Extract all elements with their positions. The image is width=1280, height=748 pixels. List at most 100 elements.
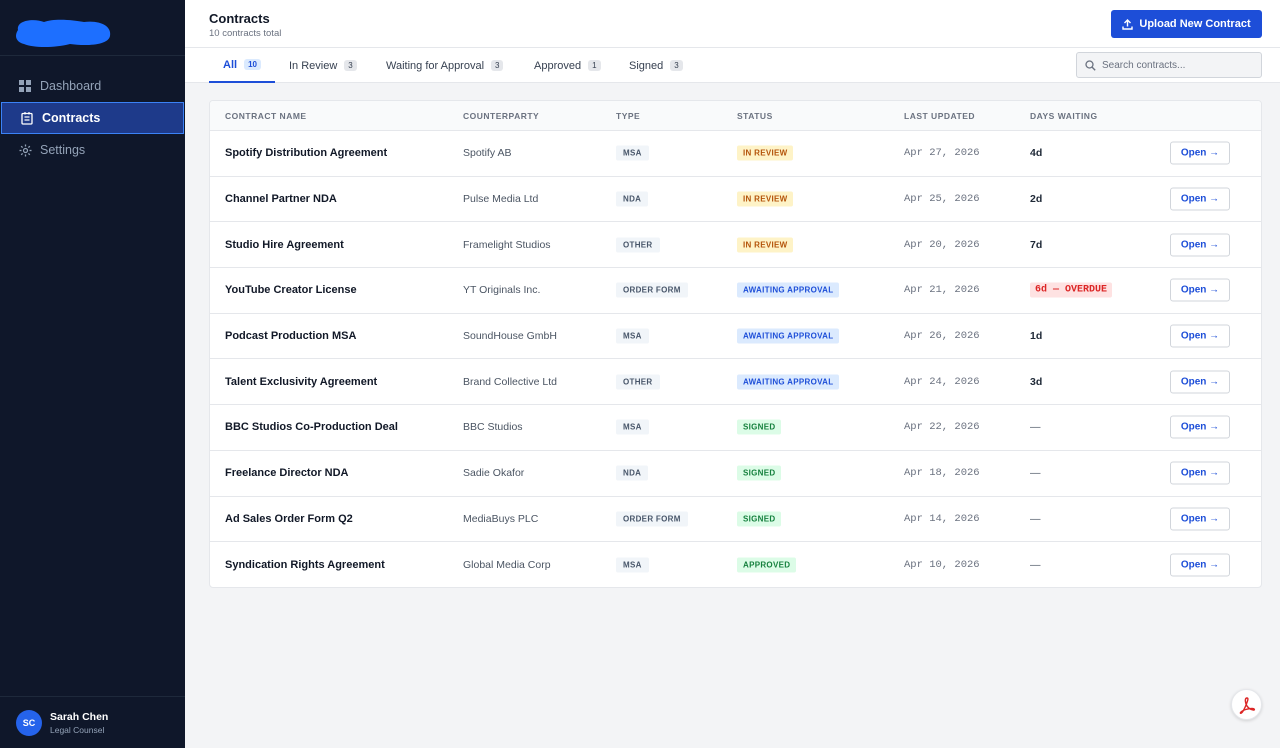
status-badge: SIGNED — [737, 419, 782, 435]
open-button[interactable]: Open → — [1170, 461, 1230, 485]
table-row: Studio Hire Agreement Framelight Studios O… — [210, 222, 1261, 269]
tab-label: Waiting for Approval — [386, 59, 485, 72]
table-row: Syndication Rights Agreement Global Media… — [210, 542, 1261, 587]
status-badge: SIGNED — [737, 465, 782, 481]
sidebar-item-dashboard[interactable]: Dashboard — [0, 70, 185, 102]
open-button[interactable]: Open → — [1170, 415, 1230, 439]
tab-signed[interactable]: Signed 3 — [629, 48, 683, 83]
upload-contract-button[interactable]: Upload New Contract — [1111, 10, 1262, 38]
tab-label: Signed — [629, 59, 664, 72]
type-badge: NDA — [616, 465, 649, 481]
upload-icon — [1122, 18, 1134, 30]
days-waiting: — — [1030, 512, 1041, 525]
logo-redacted — [16, 19, 111, 47]
logo-area — [0, 0, 185, 56]
status-badge: APPROVED — [737, 557, 797, 573]
counterparty: Pulse Media Ltd — [463, 193, 539, 206]
days-waiting: — — [1030, 559, 1041, 572]
avatar: SC — [16, 709, 42, 736]
contract-name: Syndication Rights Agreement — [225, 559, 385, 572]
days-waiting: 7d — [1030, 238, 1043, 251]
search-icon — [1085, 59, 1096, 71]
contract-name: Channel Partner NDA — [225, 193, 337, 206]
upload-button-label: Upload New Contract — [1139, 18, 1251, 30]
type-badge: MSA — [616, 419, 649, 435]
last-updated: Apr 14, 2026 — [904, 512, 980, 525]
type-badge: MSA — [616, 557, 649, 573]
last-updated: Apr 10, 2026 — [904, 559, 980, 572]
counterparty: Sadie Okafor — [463, 467, 525, 480]
table-row: Channel Partner NDA Pulse Media Ltd NDA IN … — [210, 177, 1261, 223]
filter-tabs: All 10 In Review 3 Waiting for Approval … — [185, 48, 1280, 83]
last-updated: Apr 25, 2026 — [904, 193, 980, 206]
counterparty: Spotify AB — [463, 147, 512, 160]
table-row: Spotify Distribution Agreement Spotify AB… — [210, 131, 1261, 177]
type-badge: MSA — [616, 328, 649, 344]
days-waiting: — — [1030, 467, 1041, 480]
tab-in-review[interactable]: In Review 3 — [289, 48, 357, 83]
counterparty: Framelight Studios — [463, 238, 551, 251]
days-waiting: 1d — [1030, 330, 1043, 343]
open-button[interactable]: Open → — [1170, 553, 1230, 577]
last-updated: Apr 18, 2026 — [904, 467, 980, 480]
status-badge: AWAITING APPROVAL — [737, 374, 840, 390]
contract-name: Freelance Director NDA — [225, 467, 349, 480]
column-header: STATUS — [737, 111, 773, 121]
table-row: YouTube Creator License YT Originals Inc.… — [210, 268, 1261, 314]
pdf-icon — [1239, 696, 1255, 714]
tab-count-badge: 3 — [670, 60, 683, 71]
page-subtitle: 10 contracts total — [209, 28, 282, 39]
counterparty: YT Originals Inc. — [463, 284, 541, 297]
status-badge: IN REVIEW — [737, 191, 794, 207]
days-waiting: 6d — OVERDUE — [1030, 282, 1113, 298]
counterparty: MediaBuys PLC — [463, 512, 539, 525]
tab-count-badge: 3 — [491, 60, 504, 71]
last-updated: Apr 22, 2026 — [904, 421, 980, 434]
sidebar-item-contracts[interactable]: Contracts — [1, 102, 184, 134]
search-input[interactable] — [1102, 59, 1252, 71]
column-header: TYPE — [616, 111, 641, 121]
counterparty: SoundHouse GmbH — [463, 330, 557, 343]
days-waiting: 4d — [1030, 147, 1043, 160]
open-button[interactable]: Open → — [1170, 278, 1230, 302]
user-name: Sarah Chen — [50, 710, 109, 723]
table-row: Talent Exclusivity Agreement Brand Collec… — [210, 359, 1261, 406]
status-badge: AWAITING APPROVAL — [737, 328, 840, 344]
open-button[interactable]: Open → — [1170, 233, 1230, 257]
contract-name: Podcast Production MSA — [225, 330, 357, 343]
days-waiting: 3d — [1030, 375, 1043, 388]
column-header: DAYS WAITING — [1030, 111, 1098, 121]
contract-name: Ad Sales Order Form Q2 — [225, 512, 353, 525]
open-button[interactable]: Open → — [1170, 141, 1230, 165]
tab-waiting-for-approval[interactable]: Waiting for Approval 3 — [386, 48, 504, 83]
status-badge: IN REVIEW — [737, 237, 794, 253]
open-button[interactable]: Open → — [1170, 187, 1230, 211]
sidebar-nav: Dashboard Contracts Settings — [0, 56, 185, 166]
table-header: CONTRACT NAME COUNTERPARTY TYPE STATUS L… — [210, 101, 1261, 131]
column-header: COUNTERPARTY — [463, 111, 540, 121]
open-button[interactable]: Open → — [1170, 370, 1230, 394]
contract-name: BBC Studios Co-Production Deal — [225, 421, 398, 434]
tab-label: All — [223, 58, 238, 71]
sidebar-item-settings[interactable]: Settings — [0, 134, 185, 166]
contracts-table: CONTRACT NAME COUNTERPARTY TYPE STATUS L… — [209, 100, 1262, 588]
tab-approved[interactable]: Approved 1 — [534, 48, 601, 83]
table-row: Ad Sales Order Form Q2 MediaBuys PLC ORDER… — [210, 497, 1261, 543]
user-profile[interactable]: SC Sarah Chen Legal Counsel — [0, 696, 185, 748]
page-title: Contracts — [209, 11, 270, 26]
tab-count-badge: 10 — [244, 59, 261, 70]
column-header: LAST UPDATED — [904, 111, 976, 121]
contract-name: Talent Exclusivity Agreement — [225, 375, 378, 388]
type-badge: ORDER FORM — [616, 282, 688, 298]
table-row: Podcast Production MSA SoundHouse GmbH MSA… — [210, 314, 1261, 360]
table-body: Spotify Distribution Agreement Spotify AB… — [210, 131, 1261, 587]
type-badge: MSA — [616, 145, 649, 161]
grid-icon — [18, 79, 32, 93]
counterparty: Global Media Corp — [463, 559, 551, 572]
tab-all[interactable]: All 10 — [209, 48, 275, 83]
document-icon — [20, 111, 34, 125]
open-button[interactable]: Open → — [1170, 324, 1230, 348]
tab-label: In Review — [289, 59, 338, 72]
pdf-export-button[interactable] — [1231, 689, 1262, 720]
open-button[interactable]: Open → — [1170, 507, 1230, 531]
